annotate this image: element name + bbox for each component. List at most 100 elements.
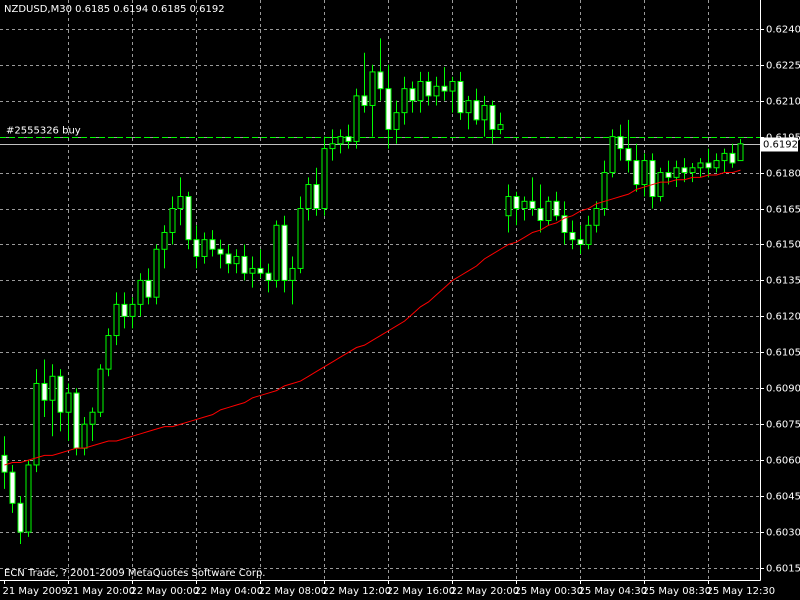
candle-body	[729, 152, 736, 164]
candle-body	[385, 88, 392, 130]
candle-body	[305, 184, 312, 210]
candle-body	[321, 148, 328, 210]
candle-body	[81, 423, 88, 449]
candle-body	[481, 104, 488, 121]
y-tick-label: 0.6210	[766, 97, 800, 108]
candle-body	[313, 184, 320, 210]
candle-body	[505, 196, 512, 217]
y-tick-label: 0.6135	[766, 276, 800, 287]
candle-body	[641, 160, 648, 186]
x-tick-label: 25 May 12:30	[707, 586, 776, 597]
candle-body	[401, 88, 408, 114]
candle-body	[17, 502, 24, 533]
candle-body	[57, 375, 64, 413]
candle-body	[41, 382, 48, 401]
y-tick-label: 0.6150	[766, 240, 800, 251]
footer: ECN Trade, ? 2001-2009 MetaQuotes Softwa…	[4, 568, 265, 579]
y-tick-label: 0.6030	[766, 528, 800, 539]
bid-box	[760, 137, 798, 152]
candle-body	[209, 239, 216, 250]
candle-body	[89, 411, 96, 425]
candle-body	[273, 224, 280, 281]
candle-body	[425, 80, 432, 97]
y-tick-label: 0.6225	[766, 61, 800, 72]
candle-body	[289, 267, 296, 281]
candle-body	[609, 136, 616, 174]
candle-body	[185, 196, 192, 241]
moving-average	[4, 169, 741, 466]
candle-body	[705, 162, 712, 169]
candle-body	[137, 279, 144, 305]
candle-body	[33, 382, 40, 466]
candle-body	[233, 255, 240, 265]
candle-body	[513, 196, 520, 210]
x-tick-label: 22 May 16:00	[387, 586, 456, 597]
candle-body	[649, 160, 656, 198]
candle-body	[497, 124, 504, 130]
candle-body	[393, 112, 400, 130]
candle-body	[577, 239, 584, 245]
candle-body	[489, 104, 496, 130]
candle-body	[457, 80, 464, 114]
x-tick-label: 22 May 20:00	[451, 586, 520, 597]
y-tick-label: 0.6090	[766, 384, 800, 395]
candle-body	[9, 471, 16, 504]
y-tick-label: 0.6075	[766, 420, 800, 431]
candle-body	[521, 200, 528, 210]
candle-body	[449, 80, 456, 92]
candle-body	[249, 267, 256, 274]
candle-body	[177, 196, 184, 210]
candle-body	[673, 167, 680, 178]
y-tick-label: 0.6045	[766, 492, 800, 503]
candle-body	[545, 200, 552, 221]
x-tick-label: 21 May 2009	[3, 586, 68, 597]
candle-body	[433, 85, 440, 97]
candle-body	[569, 231, 576, 241]
candle-body	[265, 272, 272, 281]
x-tick-label: 22 May 08:00	[259, 586, 328, 597]
candle-body	[345, 136, 352, 142]
y-tick-label: 0.6060	[766, 456, 800, 467]
y-tick-label: 0.6180	[766, 169, 800, 180]
y-tick-label: 0.6015	[766, 564, 800, 575]
candle-body	[369, 71, 376, 106]
x-tick-label: 25 May 08:30	[643, 586, 712, 597]
candle-body	[409, 88, 416, 102]
candle-body	[473, 100, 480, 121]
candle-body	[441, 85, 448, 92]
candle-body	[25, 464, 32, 533]
candle-body	[281, 224, 288, 281]
candle-body	[65, 392, 72, 413]
chart-title: NZDUSD,M30 0.6185 0.6194 0.6185 0.6192	[4, 4, 225, 15]
y-tick-label: 0.6105	[766, 348, 800, 359]
x-tick-label: 25 May 04:30	[579, 586, 648, 597]
y-tick-label: 0.6165	[766, 205, 800, 216]
candle-body	[105, 335, 112, 370]
x-tick-label: 22 May 00:00	[131, 586, 200, 597]
candle-body	[329, 143, 336, 150]
x-tick-label: 22 May 04:00	[195, 586, 264, 597]
candle-body	[561, 215, 568, 233]
candle-body	[113, 303, 120, 337]
candle-body	[145, 279, 152, 298]
candle-body	[681, 167, 688, 174]
candle-body	[585, 224, 592, 245]
candle-body	[1, 454, 8, 473]
candle-body	[737, 143, 744, 162]
candle-body	[553, 200, 560, 217]
candle-body	[257, 267, 264, 274]
candle-body	[73, 392, 80, 449]
candle-body	[377, 71, 384, 90]
candle-body	[601, 172, 608, 210]
y-tick-label: 0.6240	[766, 25, 800, 36]
x-tick-label: 22 May 12:00	[323, 586, 392, 597]
candle-body	[129, 303, 136, 317]
candle-body	[593, 208, 600, 226]
candle-body	[297, 208, 304, 269]
candle-body	[49, 375, 56, 401]
candle-body	[417, 80, 424, 102]
order-label: #2555326 buy	[6, 126, 81, 137]
candle-body	[617, 136, 624, 150]
